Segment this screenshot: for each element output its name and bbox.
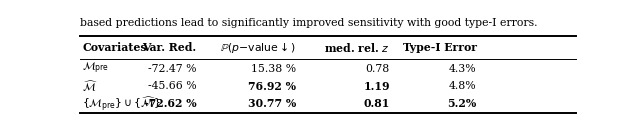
Text: $\widehat{\mathcal{M}}$: $\widehat{\mathcal{M}}$ <box>83 78 99 94</box>
Text: 15.38 %: 15.38 % <box>251 64 296 74</box>
Text: Type-I Error: Type-I Error <box>403 43 477 53</box>
Text: based predictions lead to significantly improved sensitivity with good type-I er: based predictions lead to significantly … <box>80 18 538 28</box>
Text: 0.81: 0.81 <box>364 98 390 109</box>
Text: $\mathcal{M}_{\mathrm{pre}}$: $\mathcal{M}_{\mathrm{pre}}$ <box>83 61 109 76</box>
Text: med. rel. $z$: med. rel. $z$ <box>324 42 390 54</box>
Text: -45.66 %: -45.66 % <box>148 81 196 91</box>
Text: 4.8%: 4.8% <box>449 81 477 91</box>
Text: -72.62 %: -72.62 % <box>144 98 196 109</box>
Text: Covariates: Covariates <box>83 43 147 53</box>
Text: -72.47 %: -72.47 % <box>148 64 196 74</box>
Text: Var. Red.: Var. Red. <box>143 43 196 53</box>
Text: 4.3%: 4.3% <box>449 64 477 74</box>
Text: 1.19: 1.19 <box>364 81 390 92</box>
Text: $\mathbb{P}(p{-}\mathrm{value}\downarrow)$: $\mathbb{P}(p{-}\mathrm{value}\downarrow… <box>220 41 296 55</box>
Text: 30.77 %: 30.77 % <box>248 98 296 109</box>
Text: 5.2%: 5.2% <box>447 98 477 109</box>
Text: $\{\mathcal{M}_{\mathrm{pre}}\} \cup \{\widehat{\mathcal{M}}\}$: $\{\mathcal{M}_{\mathrm{pre}}\} \cup \{\… <box>83 94 161 113</box>
Text: 0.78: 0.78 <box>365 64 390 74</box>
Text: 76.92 %: 76.92 % <box>248 81 296 92</box>
